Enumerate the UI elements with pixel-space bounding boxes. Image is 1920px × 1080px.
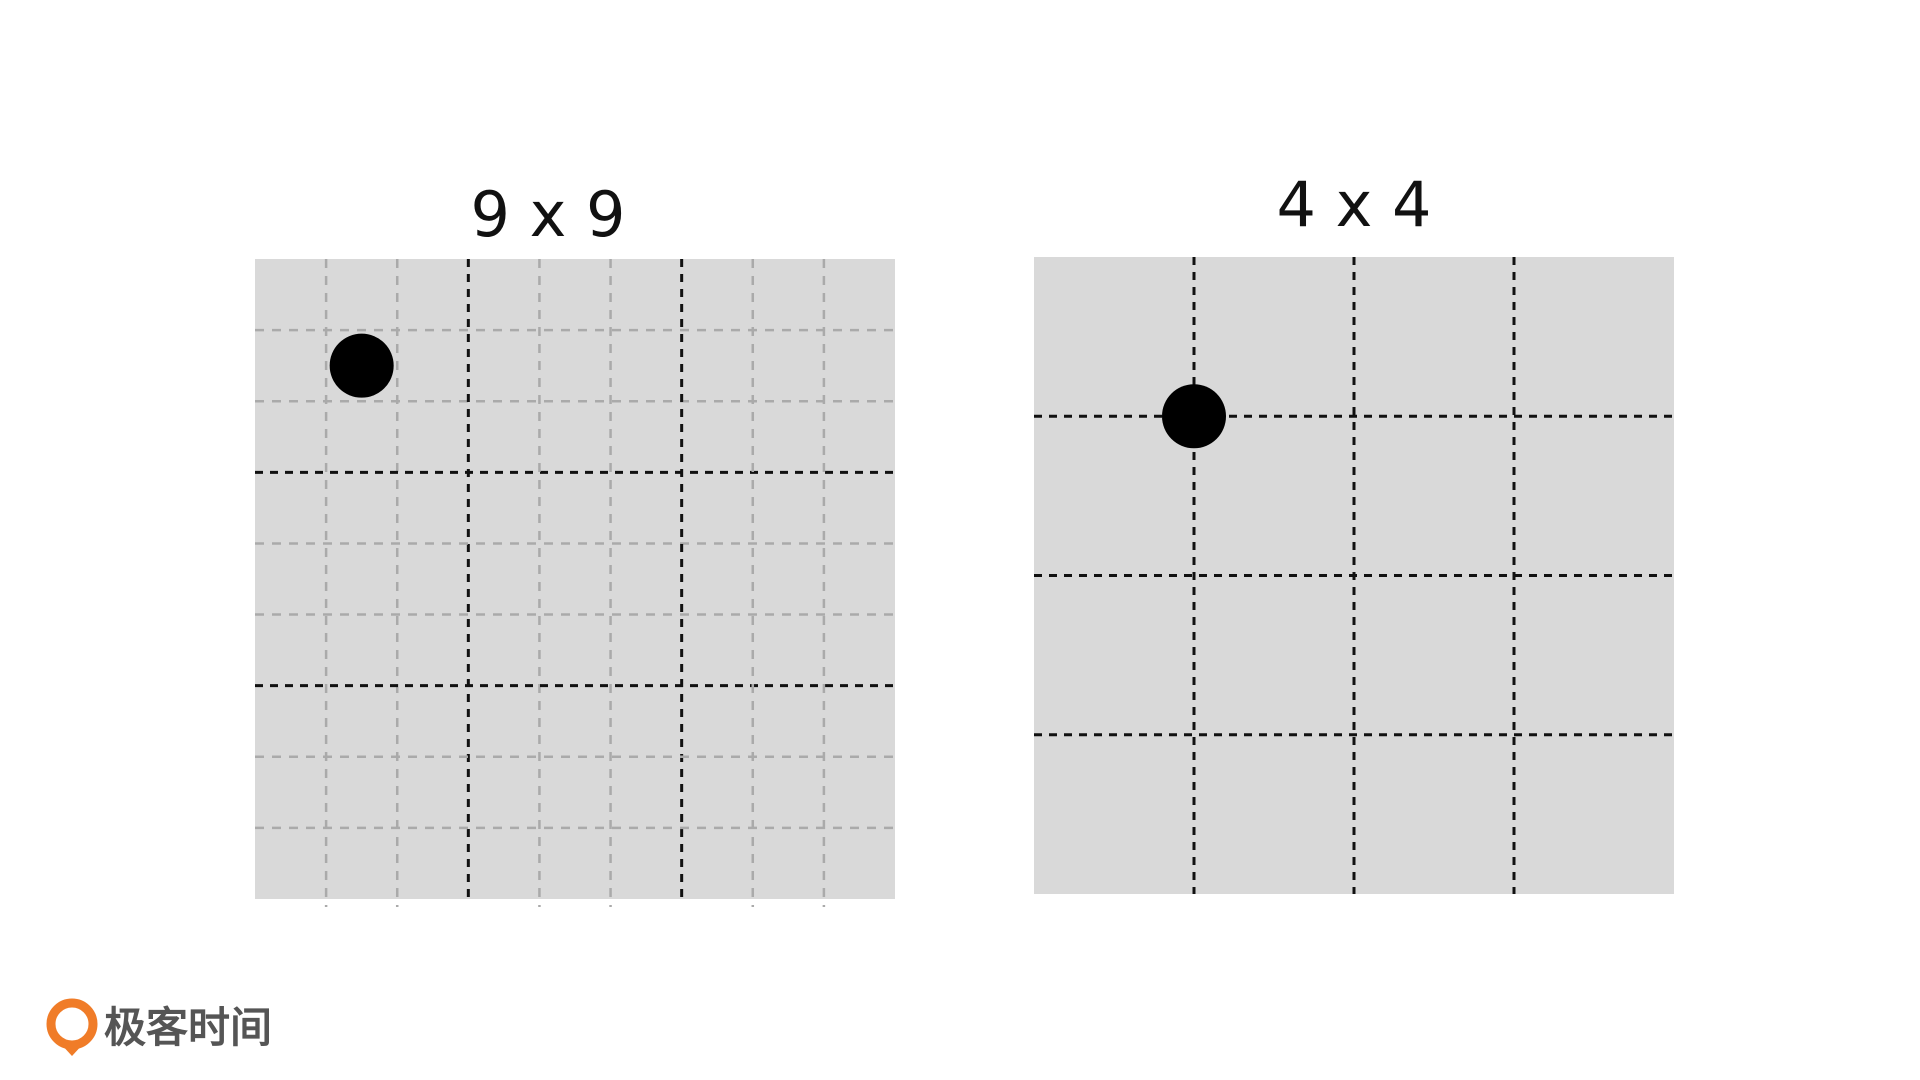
grid-4x4-dot <box>1162 384 1226 449</box>
geektime-logo-icon <box>46 998 98 1056</box>
grid-4x4: 4 x 4 <box>1034 168 1674 894</box>
grid-4x4-lines <box>1034 257 1674 894</box>
grid-9x9-lines <box>255 259 901 907</box>
brand-name: 极客时间 <box>104 1003 272 1052</box>
brand-logo: 极客时间 <box>46 998 272 1056</box>
grid-9x9-dot <box>329 333 394 398</box>
grid-9x9: 9 x 9 <box>255 178 901 907</box>
grid-4x4-title: 4 x 4 <box>1277 168 1432 241</box>
grid-9x9-title: 9 x 9 <box>471 178 626 251</box>
